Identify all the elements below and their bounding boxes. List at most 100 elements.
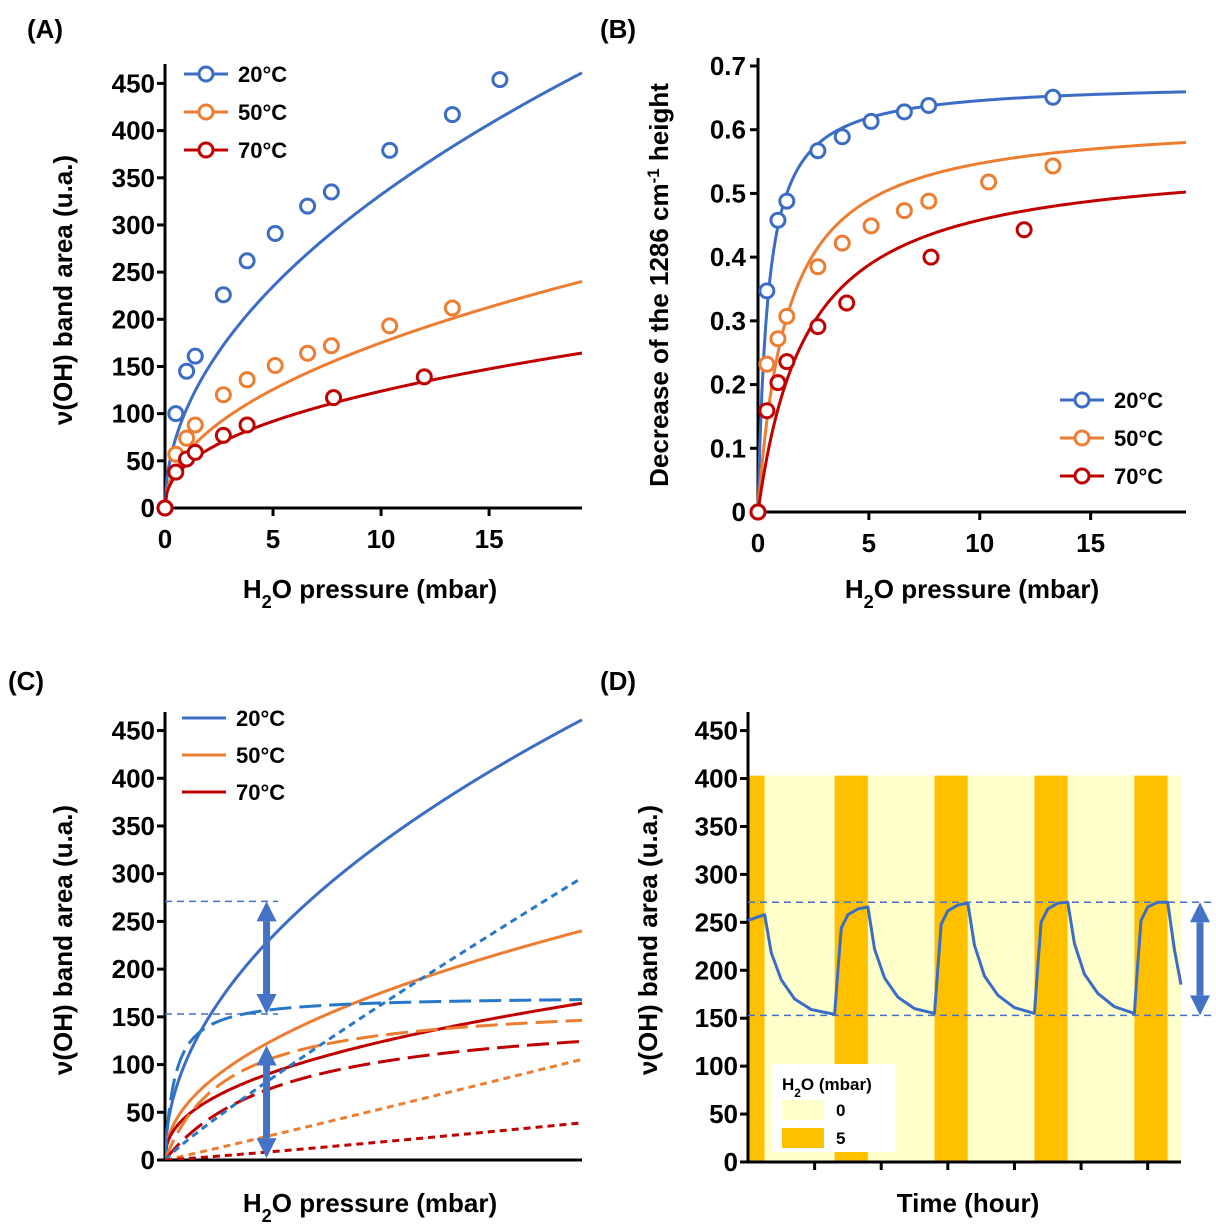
x-axis-label: Time (hour)	[897, 1188, 1040, 1218]
x-tick-label: 0	[158, 524, 172, 554]
panel-label: (C)	[8, 666, 44, 696]
legend-label: 20°C	[238, 62, 287, 87]
data-point	[758, 282, 776, 300]
data-point	[238, 371, 256, 389]
data-point	[809, 142, 827, 160]
data-point	[922, 248, 940, 266]
legend-label: 70°C	[1114, 464, 1163, 489]
y-tick-label: 250	[112, 257, 155, 287]
data-point	[186, 416, 204, 434]
fit-curve	[756, 190, 1187, 513]
legend-entry: 50°C	[182, 743, 285, 768]
data-point	[769, 211, 787, 229]
legend-marker	[1073, 391, 1091, 409]
y-tick-label: 150	[112, 351, 155, 381]
legend-label: 70°C	[236, 780, 285, 805]
y-tick-label: 400	[112, 116, 155, 146]
curve-long-dash	[165, 998, 583, 1160]
data-point	[833, 128, 851, 146]
legend-marker	[1073, 429, 1091, 447]
legend-marker	[197, 103, 215, 121]
legend: H2O (mbar)0 5	[772, 1064, 896, 1152]
data-point	[980, 173, 998, 191]
y-tick-label: 0.1	[710, 433, 746, 463]
y-tick-label: 150	[695, 1003, 738, 1033]
y-tick-label: 450	[112, 716, 155, 746]
series-50°C	[749, 141, 1187, 521]
curve-70°C	[165, 1001, 583, 1160]
y-tick-label: 0	[724, 1147, 738, 1177]
data-point	[809, 258, 827, 276]
curve-50°C	[165, 929, 583, 1160]
legend-label: 50°C	[236, 743, 285, 768]
y-tick-label: 100	[112, 1050, 155, 1080]
data-point	[325, 389, 343, 407]
y-tick-label: 0	[141, 1145, 155, 1175]
data-point	[491, 71, 509, 89]
arrow-head-bottom	[256, 993, 277, 1014]
legend-entry: 20°C	[184, 62, 287, 87]
y-tick-label: 0.3	[710, 306, 746, 336]
data-point	[266, 357, 284, 375]
y-tick-label: 0.2	[710, 370, 746, 400]
legend-label: 20°C	[236, 706, 285, 731]
stripe-h2o-on	[748, 775, 765, 1162]
data-point	[920, 192, 938, 210]
data-point	[238, 416, 256, 434]
x-tick-label: 5	[266, 524, 280, 554]
y-tick-label: 150	[112, 1002, 155, 1032]
curve-short-dash	[165, 1057, 583, 1160]
data-point	[833, 234, 851, 252]
x-axis-label: H2O pressure (mbar)	[243, 1188, 497, 1224]
series-20°C	[156, 71, 583, 517]
legend-entry: 50°C	[1060, 426, 1163, 451]
legend-label: 70°C	[238, 138, 287, 163]
y-axis-label: Decrease of the 1286 cm-1 height	[644, 83, 675, 487]
curve-short-dash	[165, 1121, 583, 1160]
curves	[165, 718, 583, 1160]
y-tick-label: 200	[112, 954, 155, 984]
x-tick-label: 5	[862, 528, 876, 558]
double-arrow	[256, 1045, 277, 1159]
data-point	[862, 112, 880, 130]
legend-swatch	[782, 1128, 824, 1148]
curve-long-dash	[165, 1018, 583, 1160]
data-point	[186, 443, 204, 461]
arrow-head-top	[256, 901, 277, 922]
data-point	[266, 224, 284, 242]
data-point	[778, 307, 796, 325]
curve-short-dash	[165, 876, 583, 1160]
stripe-h2o-off	[1167, 775, 1181, 1162]
y-tick-label: 300	[695, 859, 738, 889]
data-point	[758, 402, 776, 420]
y-tick-label: 200	[112, 304, 155, 334]
y-tick-label: 350	[112, 163, 155, 193]
series-20°C	[749, 88, 1187, 521]
legend-entry: 70°C	[1060, 464, 1163, 489]
panel-a: (A) 0 50 100 150 200 250 300 350 400 450 0 5 10 15 H2O …	[27, 14, 583, 612]
arrow-head-bottom	[256, 1138, 277, 1159]
data-point	[443, 299, 461, 317]
y-tick-label: 300	[112, 210, 155, 240]
data-point	[167, 463, 185, 481]
band-area-trace	[747, 900, 1183, 1016]
series-50°C	[156, 279, 583, 517]
fit-curve	[163, 351, 583, 509]
y-tick-label: 0.4	[710, 242, 747, 272]
y-tick-label: 450	[695, 716, 738, 746]
series-70°C	[749, 190, 1187, 521]
data-point	[778, 353, 796, 371]
y-tick-label: 200	[695, 955, 738, 985]
legend-marker	[197, 65, 215, 83]
data-point	[758, 355, 776, 373]
legend-entry: 50°C	[184, 100, 287, 125]
data-point	[1015, 221, 1033, 239]
data-point	[381, 317, 399, 335]
arrow-head-top	[256, 1045, 277, 1066]
data-point	[895, 202, 913, 220]
stripe-h2o-off	[1067, 775, 1135, 1162]
y-tick-label: 0.7	[710, 51, 746, 81]
data-point	[214, 386, 232, 404]
curve-20°C	[165, 718, 583, 1160]
